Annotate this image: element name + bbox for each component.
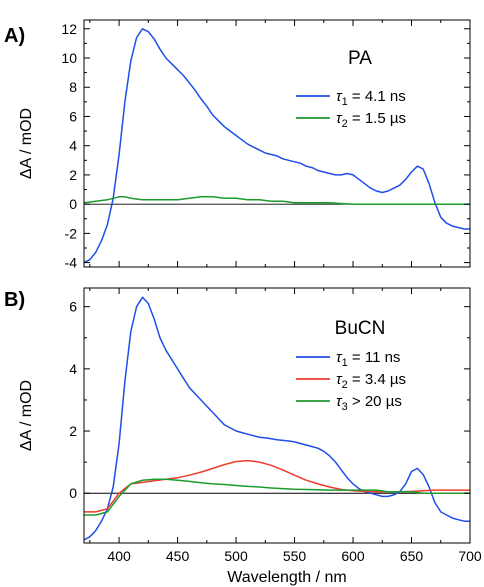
series-line-2 xyxy=(84,459,470,513)
y-tick-label: -2 xyxy=(65,225,78,241)
legend-symbol: τ xyxy=(336,110,343,127)
legend-entry: τ1 = 11 ns xyxy=(336,349,400,369)
panel-label: A) xyxy=(4,25,25,47)
legend-entry: τ2 = 1.5 µs xyxy=(336,110,406,130)
x-tick-label: 650 xyxy=(400,548,424,564)
y-tick-label: -4 xyxy=(65,255,78,271)
x-tick-label: 450 xyxy=(166,548,190,564)
legend-label: = 11 ns xyxy=(348,349,401,366)
y-tick-label: 8 xyxy=(69,79,77,95)
y-tick-label: 6 xyxy=(69,108,77,124)
y-tick-label: 0 xyxy=(69,196,77,212)
legend-label: = 3.4 µs xyxy=(348,371,406,388)
legend-symbol: τ xyxy=(336,371,343,388)
y-tick-label: 12 xyxy=(61,21,77,37)
legend-symbol: τ xyxy=(336,88,343,105)
series-line-2 xyxy=(83,196,470,205)
x-tick-label: 400 xyxy=(107,548,131,564)
legend-entry: τ3 > 20 µs xyxy=(336,393,402,413)
legend-symbol: τ xyxy=(336,349,343,366)
y-tick-label: 2 xyxy=(69,423,77,439)
plot-frame xyxy=(83,19,471,268)
series-line-3 xyxy=(84,478,470,516)
legend-subscript: 2 xyxy=(342,118,348,130)
y-tick-label: 4 xyxy=(69,361,77,377)
legend-entry: τ1 = 4.1 ns xyxy=(336,88,406,108)
x-tick-label: 700 xyxy=(458,548,482,564)
legend-subscript: 3 xyxy=(342,401,348,413)
legend-label: = 4.1 ns xyxy=(348,88,406,105)
y-axis-label: ΔA / mOD xyxy=(18,108,35,179)
y-tick-label: 2 xyxy=(69,167,77,183)
x-tick-label: 500 xyxy=(224,548,248,564)
y-axis-label: ΔA / mOD xyxy=(18,380,35,451)
legend-label: = 1.5 µs xyxy=(348,110,406,127)
legend-title: BuCN xyxy=(335,318,386,339)
legend-subscript: 1 xyxy=(342,357,348,369)
x-axis-label: Wavelength / nm xyxy=(227,569,346,586)
plot-frame xyxy=(83,287,471,544)
legend-subscript: 2 xyxy=(342,379,348,391)
legend-symbol: τ xyxy=(336,393,343,410)
x-tick-label: 550 xyxy=(283,548,307,564)
legend-title: PA xyxy=(348,48,372,69)
y-tick-label: 10 xyxy=(61,50,77,66)
y-tick-label: 0 xyxy=(69,485,77,501)
panel-label: B) xyxy=(4,289,25,311)
legend-label: > 20 µs xyxy=(348,393,402,410)
y-tick-label: 6 xyxy=(69,299,77,315)
x-tick-label: 600 xyxy=(341,548,365,564)
y-tick-label: 4 xyxy=(69,138,77,154)
panel-b: 0 2 4 6 400 450 500 550 600 650 700 ΔA / mOD B) BuCN τ… xyxy=(4,287,482,564)
legend-subscript: 1 xyxy=(342,96,348,108)
legend-entry: τ2 = 3.4 µs xyxy=(336,371,406,391)
series-line-1 xyxy=(83,28,470,264)
series-line-1 xyxy=(83,296,470,541)
